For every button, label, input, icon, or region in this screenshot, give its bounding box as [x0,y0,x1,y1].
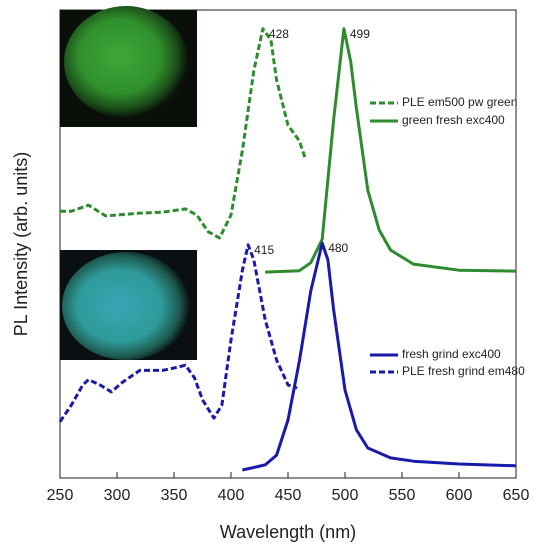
legend-label: PLE em500 pw green [402,95,517,109]
legend-label: green fresh exc400 [402,113,505,127]
inset-photo-green [60,6,197,127]
x-tick-label: 600 [446,487,473,504]
x-tick-label: 450 [275,487,302,504]
x-tick-label: 550 [389,487,416,504]
series-line [242,241,517,472]
inset-photo-blue [60,250,197,360]
y-axis-label: PL Intensity (arb. units) [11,152,31,336]
series-line [265,27,517,274]
legend-label: fresh grind exc400 [402,347,501,361]
peak-label: 428 [269,27,289,41]
peak-label: 480 [328,241,348,255]
x-tick-label: 500 [332,487,359,504]
peak-label: 499 [350,27,370,41]
x-tick-label: 250 [47,487,74,504]
series-line [58,243,298,423]
x-tick-label: 300 [104,487,131,504]
x-tick-label: 650 [503,487,530,504]
legend-label: PLE fresh grind em480 [402,364,525,378]
x-axis-label: Wavelength (nm) [220,522,356,542]
peak-label: 415 [254,243,274,257]
x-tick-label: 400 [218,487,245,504]
x-tick-label: 350 [161,487,188,504]
